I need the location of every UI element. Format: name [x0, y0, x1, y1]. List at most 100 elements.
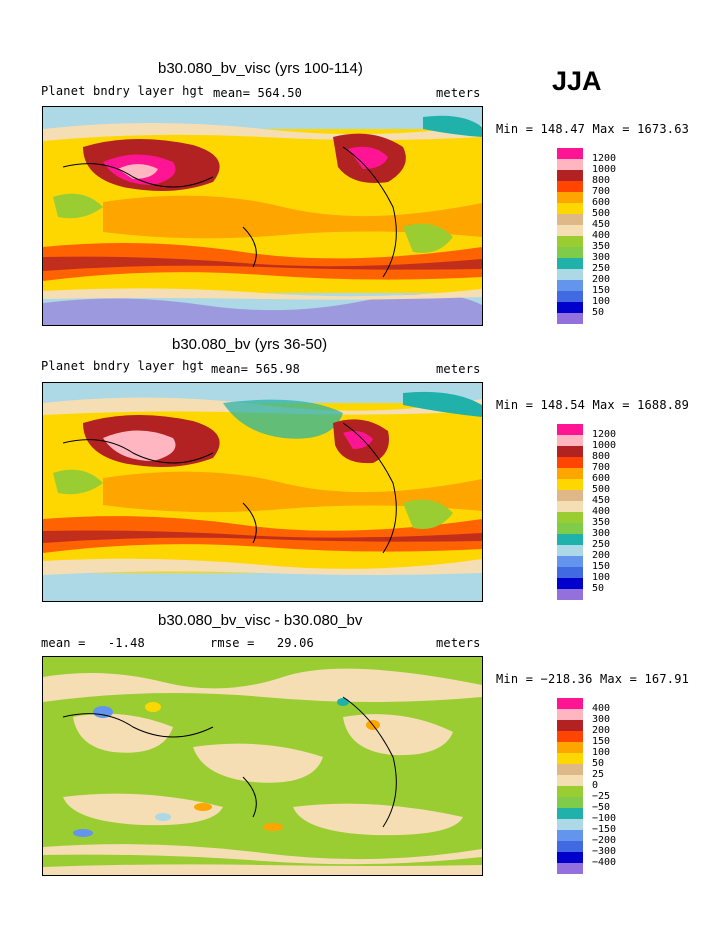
legend3-label: 150	[592, 736, 611, 747]
legend1-swatch	[557, 181, 583, 192]
legend2-swatch	[557, 490, 583, 501]
panel2-mean-label: mean= 565.98	[211, 362, 301, 376]
panel2-units-label: meters	[436, 362, 481, 376]
panel3-units-label: meters	[436, 636, 481, 650]
legend3-swatch	[557, 731, 583, 742]
legend1-swatch	[557, 214, 583, 225]
legend1-label: 100	[592, 296, 611, 307]
legend2-label: 500	[592, 484, 611, 495]
legend2-label: 350	[592, 517, 611, 528]
legend1-label: 200	[592, 274, 611, 285]
legend2-swatch	[557, 479, 583, 490]
legend1-swatch	[557, 280, 583, 291]
legend2-swatch	[557, 424, 583, 435]
panel3-mean-label: mean = -1.48	[41, 636, 145, 650]
legend2-label: 600	[592, 473, 611, 484]
legend2-swatch	[557, 501, 583, 512]
legend2-label: 1200	[592, 429, 617, 440]
legend2-label: 250	[592, 539, 611, 550]
legend3-swatch	[557, 720, 583, 731]
legend3-swatch	[557, 775, 583, 786]
legend1-swatch	[557, 291, 583, 302]
legend3-swatch	[557, 830, 583, 841]
legend2-swatch	[557, 545, 583, 556]
legend3-label: −150	[592, 824, 617, 835]
legend1-swatch	[557, 313, 583, 324]
panel1-title: b30.080_bv_visc (yrs 100-114)	[158, 60, 363, 77]
legend3-swatch	[557, 852, 583, 863]
legend3-label: 200	[592, 725, 611, 736]
legend1-swatch	[557, 269, 583, 280]
legend1-label: 50	[592, 307, 605, 318]
legend2-swatch	[557, 457, 583, 468]
legend2-swatch	[557, 468, 583, 479]
panel1-field	[43, 107, 482, 325]
panel2-title: b30.080_bv (yrs 36-50)	[172, 336, 328, 353]
legend2-label: 300	[592, 528, 611, 539]
legend2-label: 400	[592, 506, 611, 517]
legend1-label: 600	[592, 197, 611, 208]
legend1-label: 800	[592, 175, 611, 186]
legend2-swatch	[557, 446, 583, 457]
legend1-label: 400	[592, 230, 611, 241]
legend3-label: −200	[592, 835, 617, 846]
panel3-title: b30.080_bv_visc - b30.080_bv	[158, 612, 363, 629]
legend3-label: −400	[592, 857, 617, 868]
season-label: JJA	[552, 66, 602, 96]
legend3-swatch	[557, 786, 583, 797]
panel2-map	[42, 382, 483, 602]
legend2-label: 1000	[592, 440, 617, 451]
legend3-swatch	[557, 709, 583, 720]
legend2-swatch	[557, 589, 583, 600]
panel3-field	[43, 657, 482, 875]
legend1-swatch	[557, 258, 583, 269]
legend1-swatch	[557, 159, 583, 170]
legend1-swatch	[557, 170, 583, 181]
legend1-label: 250	[592, 263, 611, 274]
panel1-variable-label: Planet bndry layer hgt	[41, 84, 205, 98]
panel1-units-label: meters	[436, 86, 481, 100]
legend2-swatch	[557, 435, 583, 446]
legend2-swatch	[557, 567, 583, 578]
legend3-swatch	[557, 764, 583, 775]
legend2-label: 200	[592, 550, 611, 561]
panel2-variable-label: Planet bndry layer hgt	[41, 359, 205, 373]
legend3-label: −300	[592, 846, 617, 857]
legend1-swatch	[557, 148, 583, 159]
panel1-map	[42, 106, 483, 326]
panel3-minmax: Min = −218.36 Max = 167.91	[496, 672, 690, 686]
legend2-swatch	[557, 523, 583, 534]
panel2-minmax: Min = 148.54 Max = 1688.89	[496, 398, 690, 412]
legend1-label: 700	[592, 186, 611, 197]
legend2-swatch	[557, 556, 583, 567]
legend1	[557, 148, 583, 324]
panel2-field	[43, 383, 482, 601]
legend3-swatch	[557, 742, 583, 753]
legend1-label: 150	[592, 285, 611, 296]
legend3-swatch	[557, 698, 583, 709]
legend1-label: 1200	[592, 153, 617, 164]
legend2-swatch	[557, 512, 583, 523]
legend1-swatch	[557, 192, 583, 203]
panel1-minmax: Min = 148.47 Max = 1673.63	[496, 122, 690, 136]
legend1-swatch	[557, 302, 583, 313]
legend3-swatch	[557, 863, 583, 874]
legend3-swatch	[557, 841, 583, 852]
legend3-label: 300	[592, 714, 611, 725]
legend3-label: 25	[592, 769, 605, 780]
legend2-swatch	[557, 534, 583, 545]
legend2-swatch	[557, 578, 583, 589]
legend3-swatch	[557, 808, 583, 819]
panel3-rmse-label: rmse = 29.06	[210, 636, 314, 650]
legend3-label: −100	[592, 813, 617, 824]
legend1-swatch	[557, 236, 583, 247]
legend3-swatch	[557, 797, 583, 808]
legend1-label: 450	[592, 219, 611, 230]
legend2-label: 800	[592, 451, 611, 462]
legend2-label: 100	[592, 572, 611, 583]
legend2	[557, 424, 583, 600]
panel1-mean-label: mean= 564.50	[213, 86, 303, 100]
legend2-label: 450	[592, 495, 611, 506]
legend3-label: 100	[592, 747, 611, 758]
legend2-label: 50	[592, 583, 605, 594]
